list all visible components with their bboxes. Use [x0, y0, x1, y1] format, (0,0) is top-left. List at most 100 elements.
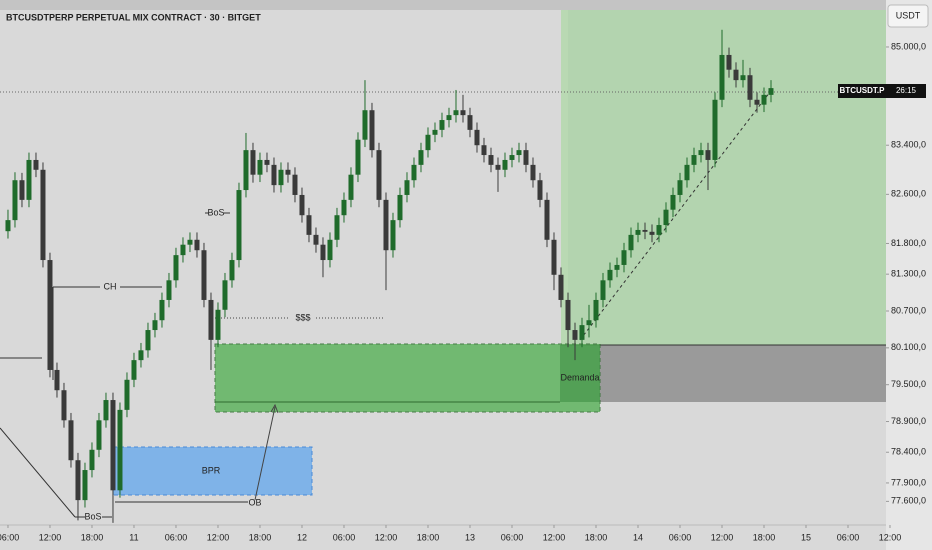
candle-body	[180, 244, 186, 256]
y-tick-label: 79.500,0	[891, 379, 926, 389]
candle-body	[432, 129, 438, 135]
candle-body	[383, 199, 389, 251]
candle-body	[488, 155, 494, 165]
candle-body	[684, 164, 690, 181]
candle-body	[117, 409, 123, 491]
candle-body	[152, 320, 158, 331]
annotation: BPR	[202, 465, 221, 475]
x-tick-label: 12:00	[879, 532, 902, 542]
x-tick-label: 11	[129, 532, 138, 542]
candle-body	[306, 215, 312, 235]
candle-body	[761, 94, 767, 105]
x-tick-label: 12:00	[39, 532, 62, 542]
candle-body	[362, 110, 368, 140]
countdown: 26:15	[896, 86, 917, 95]
candle-body	[243, 150, 249, 191]
candle-body	[726, 54, 732, 70]
candle-body	[670, 194, 676, 210]
candle-body	[75, 460, 81, 501]
countdown-box	[886, 84, 926, 98]
x-tick-label: 18:00	[81, 532, 104, 542]
candle-body	[271, 164, 277, 186]
candle-body	[159, 299, 165, 321]
candle-body	[537, 180, 543, 200]
candle-body	[621, 250, 627, 265]
candle-body	[733, 69, 739, 81]
candle-body	[376, 150, 382, 200]
candle-body	[397, 194, 403, 221]
candle-body	[12, 180, 18, 221]
demand-core	[560, 345, 600, 402]
x-tick-label: 12:00	[711, 532, 734, 542]
candle-body	[474, 129, 480, 146]
candle-body	[453, 110, 459, 116]
candle-body	[54, 369, 60, 391]
trend-line	[579, 91, 771, 341]
currency[interactable]: USDT	[896, 10, 921, 20]
candle-body	[698, 150, 704, 156]
candle-body	[124, 379, 130, 410]
demand-zone	[214, 343, 601, 413]
candle-body	[509, 155, 515, 160]
candle-body	[607, 269, 613, 281]
candle-body	[96, 420, 102, 450]
x-tick-label: 06:00	[837, 532, 860, 542]
currency-button[interactable]	[887, 4, 929, 28]
candle-body	[26, 159, 32, 200]
x-tick-label: 14	[633, 532, 643, 542]
candle-body	[313, 234, 319, 245]
candle-body	[544, 199, 550, 240]
candle-body	[600, 280, 606, 300]
candle-body	[530, 164, 536, 181]
ob-arrow	[254, 406, 276, 501]
candle-body	[747, 75, 753, 100]
candle-body	[446, 115, 452, 121]
candle-body	[61, 390, 67, 421]
candle-body	[593, 299, 599, 321]
candle-body	[5, 220, 11, 232]
candle-body	[481, 145, 487, 156]
candle-body	[628, 234, 634, 251]
y-tick-label: 83.400,0	[891, 140, 926, 150]
y-tick-label: 81.300,0	[891, 269, 926, 279]
candle-body	[320, 244, 326, 261]
candle-body	[68, 420, 74, 461]
candle-body	[110, 400, 116, 491]
candle-body	[278, 169, 284, 186]
candle-body	[348, 174, 354, 200]
candle-body	[131, 360, 137, 380]
x-tick-label: 12:00	[207, 532, 230, 542]
annotation: OB	[248, 497, 261, 507]
candle-body	[719, 54, 725, 100]
x-tick-label: 06:00	[165, 532, 188, 542]
candle-body	[201, 250, 207, 300]
candle-body	[523, 150, 529, 165]
candle-body	[215, 309, 221, 340]
candle-body	[222, 280, 228, 310]
candle-body	[369, 110, 375, 151]
candle-body	[614, 264, 620, 270]
candle-body	[89, 449, 95, 471]
y-tick-label: 81.800,0	[891, 238, 926, 248]
candle-body	[334, 215, 340, 240]
candle-body	[257, 159, 263, 175]
candle-body	[754, 99, 760, 105]
candle-body	[355, 139, 361, 175]
x-tick-label: 18:00	[585, 532, 608, 542]
annotation: Demanda	[560, 372, 599, 382]
candle-body	[411, 164, 417, 181]
annotation: BoS	[207, 207, 224, 217]
candle-body	[285, 169, 291, 175]
candle-body	[642, 229, 648, 232]
candle-body	[467, 115, 473, 130]
y-tick-label: 77.600,0	[891, 496, 926, 506]
annotation: CH	[104, 281, 117, 291]
y-tick-label: 80.100,0	[891, 342, 926, 352]
candle-body	[250, 150, 256, 175]
candle-body	[327, 239, 333, 261]
candle-body	[390, 220, 396, 251]
candle-body	[341, 199, 347, 216]
y-tick-label: 82.600,0	[891, 189, 926, 199]
candle-body	[404, 180, 410, 195]
